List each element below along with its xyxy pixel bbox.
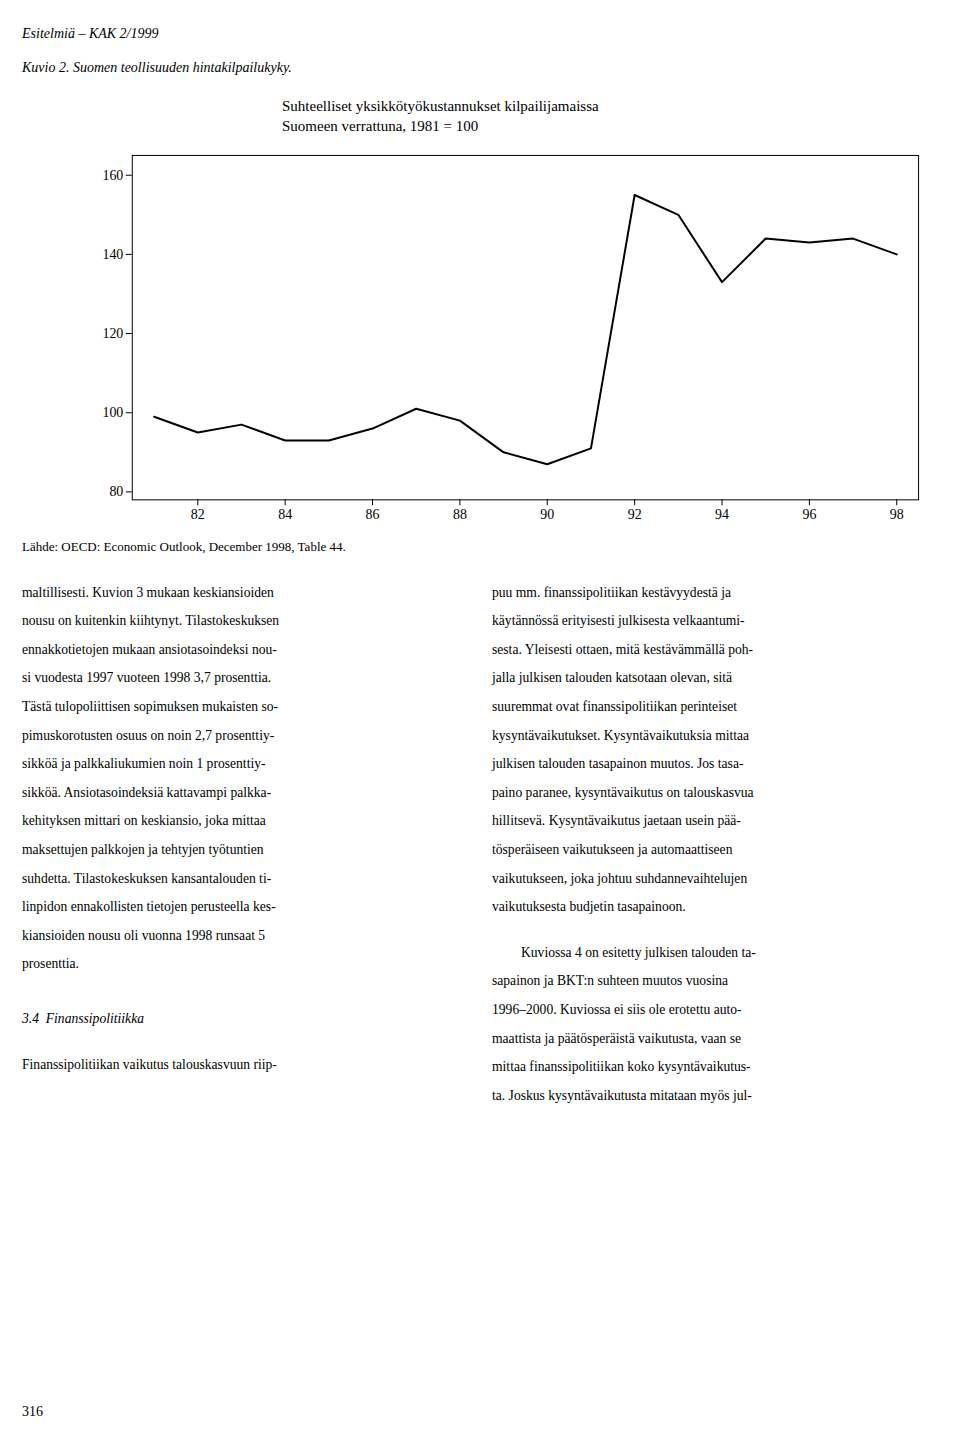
svg-text:82: 82 xyxy=(191,506,205,521)
html-text:316: 316 xyxy=(22,1404,43,1419)
svg-text:88: 88 xyxy=(453,506,467,521)
svg-text:84: 84 xyxy=(278,506,292,521)
html-text:maattista ja päätösperäistä va: maattista ja päätösperäistä vaikutusta, … xyxy=(492,1030,742,1046)
html-text:vaikutuksesta budjetin tasapai: vaikutuksesta budjetin tasapainoon. xyxy=(492,899,686,915)
html-text:puu mm. finanssipolitiikan kes: puu mm. finanssipolitiikan kestävyydestä… xyxy=(492,584,731,600)
svg-text:92: 92 xyxy=(628,506,642,521)
html-text:Finanssipolitiikan vaikutus ta: Finanssipolitiikan vaikutus talouskasvuu… xyxy=(22,1056,277,1072)
svg-text:90: 90 xyxy=(540,506,554,521)
html-text:maltillisesti. Kuvion 3 mukaan: maltillisesti. Kuvion 3 mukaan keskiansi… xyxy=(22,584,274,600)
html-text:pimuskorotusten osuus on noin: pimuskorotusten osuus on noin 2,7 prosen… xyxy=(22,727,275,743)
html-text:tösperäiseen vaikutukseen ja a: tösperäiseen vaikutukseen ja automaattis… xyxy=(492,842,733,857)
html-text:käytännössä erityisesti julkis: käytännössä erityisesti julkisesta velka… xyxy=(492,613,745,629)
html-text:linpidon ennakollisten tietoje: linpidon ennakollisten tietojen perustee… xyxy=(22,899,276,915)
html-text:hillitsevä. Kysyntävaikutus ja: hillitsevä. Kysyntävaikutus jaetaan usei… xyxy=(492,813,741,829)
html-text:kysyntävaikutukset. Kysyntävai: kysyntävaikutukset. Kysyntävaikutuksia m… xyxy=(492,727,750,743)
html-text:nousu on kuitenkin kiihtynyt.: nousu on kuitenkin kiihtynyt. Tilastokes… xyxy=(22,613,280,629)
html-text:si vuodesta 1997 vuoteen 1998: si vuodesta 1997 vuoteen 1998 3,7 prosen… xyxy=(22,670,272,686)
html-text:suuremmat ovat finanssipolitii: suuremmat ovat finanssipolitiikan perint… xyxy=(492,699,737,714)
html-text:paino paranee, kysyntävaikutus: paino paranee, kysyntävaikutus on talous… xyxy=(492,784,754,800)
html-text:ta. Joskus kysyntävaikutusta m: ta. Joskus kysyntävaikutusta mitataan my… xyxy=(492,1087,752,1103)
html-text:sikköä. Ansiotasoindeksiä katt: sikköä. Ansiotasoindeksiä kattavampi pal… xyxy=(22,784,272,800)
html-text:Kuviossa 4 on esitetty julkise: Kuviossa 4 on esitetty julkisen talouden… xyxy=(521,944,756,960)
html-text:sapainon ja BKT:n suhteen muut: sapainon ja BKT:n suhteen muutos vuosina xyxy=(492,973,729,989)
html-text:vaikutukseen, joka johtuu suhd: vaikutukseen, joka johtuu suhdannevaihte… xyxy=(492,870,748,886)
svg-text:160: 160 xyxy=(102,167,123,182)
svg-text:98: 98 xyxy=(890,506,904,521)
html-text:sikköä ja palkkaliukumien noin: sikköä ja palkkaliukumien noin 1 prosent… xyxy=(22,756,266,772)
svg-text:120: 120 xyxy=(102,326,123,341)
svg-text:94: 94 xyxy=(715,506,729,521)
html-text:kiansioiden nousu oli vuonna 1: kiansioiden nousu oli vuonna 1998 runsaa… xyxy=(22,927,266,943)
html-text:ennakkotietojen mukaan ansiota: ennakkotietojen mukaan ansiotasoindeksi … xyxy=(22,641,277,657)
svg-text:140: 140 xyxy=(102,246,123,261)
html-text:Esitelmiä – KAK 2/1999: Esitelmiä – KAK 2/1999 xyxy=(22,26,159,41)
svg-text:80: 80 xyxy=(109,484,123,499)
html-text:Tästä tulopoliittisen sopimuks: Tästä tulopoliittisen sopimuksen mukaist… xyxy=(22,699,278,714)
html-text:sesta. Yleisesti ottaen, mitä: sesta. Yleisesti ottaen, mitä kestävämmä… xyxy=(492,641,754,657)
html-text:Suomeen verrattuna, 1981 = 100: Suomeen verrattuna, 1981 = 100 xyxy=(282,118,479,135)
html-text:mittaa finanssipolitiikan koko: mittaa finanssipolitiikan koko kysyntäva… xyxy=(492,1059,751,1075)
html-text:1996–2000. Kuviossa ei siis ol: 1996–2000. Kuviossa ei siis ole erotettu… xyxy=(492,1002,742,1017)
svg-text:100: 100 xyxy=(102,405,123,420)
svg-text:96: 96 xyxy=(802,506,816,521)
html-text:prosenttia.: prosenttia. xyxy=(22,956,79,972)
html-text:julkisen talouden tasapainon m: julkisen talouden tasapainon muutos. Jos… xyxy=(492,756,744,772)
html-text:maksettujen palkkojen ja tehty: maksettujen palkkojen ja tehtyjen työtun… xyxy=(22,842,264,857)
html-text:kehityksen mittari on keskians: kehityksen mittari on keskiansio, joka m… xyxy=(22,813,266,829)
svg-text:86: 86 xyxy=(366,506,380,521)
html-text:jalla julkisen talouden katsot: jalla julkisen talouden katsotaan olevan… xyxy=(492,670,733,686)
html-text:Lähde: OECD: Economic Outlook,: Lähde: OECD: Economic Outlook, December … xyxy=(22,538,346,554)
html-text:Suhteelliset yksikkötyökustann: Suhteelliset yksikkötyökustannukset kilp… xyxy=(282,98,599,114)
html-text:Kuvio 2. Suomen teollisuuden h: Kuvio 2. Suomen teollisuuden hintakilpai… xyxy=(22,60,292,75)
html-text:3.4 Finanssipolitiikka: 3.4 Finanssipolitiikka xyxy=(22,1011,144,1026)
html-text:suhdetta. Tilastokeskuksen kan: suhdetta. Tilastokeskuksen kansantaloude… xyxy=(22,870,272,886)
